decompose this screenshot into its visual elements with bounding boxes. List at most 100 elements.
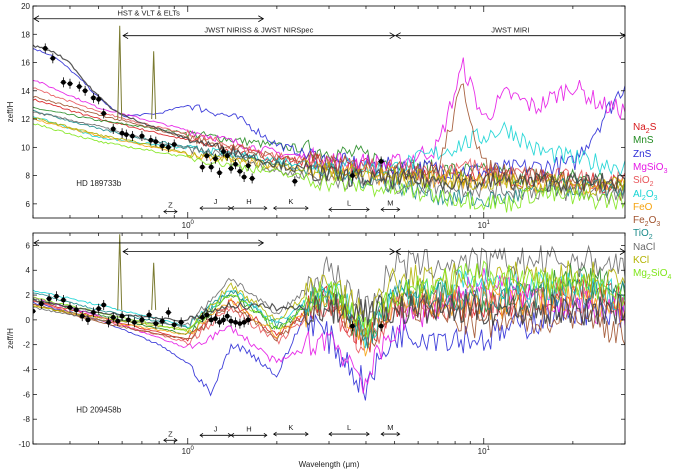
data-point	[241, 174, 247, 180]
data-point	[82, 88, 88, 94]
arrow-head-left	[394, 248, 401, 255]
data-point	[50, 55, 56, 61]
y-tick-label: 18	[21, 30, 30, 39]
band-label: K	[288, 197, 293, 206]
band-label: K	[288, 423, 293, 432]
data-point	[237, 321, 243, 327]
data-point	[221, 149, 226, 154]
x-tick-label: 101	[478, 220, 491, 230]
band-label: L	[347, 423, 351, 432]
series-line-MgSiO3	[33, 57, 625, 173]
arrow-head-right	[389, 32, 396, 40]
span-label: JWST NIRISS & JWST NIRSpec	[204, 26, 313, 35]
line-feature-1	[151, 262, 157, 310]
y-tick-label: 16	[21, 59, 30, 68]
span-label: HST & VLT & ELTs	[117, 9, 180, 18]
arrow-head-right	[258, 15, 265, 23]
y-tick-label: 0	[26, 316, 31, 325]
band-heads	[328, 207, 370, 212]
data-point	[221, 317, 226, 323]
series-line-Mg2SiO4	[33, 260, 625, 338]
data-point	[139, 317, 145, 323]
data-point	[148, 137, 154, 143]
data-point	[159, 318, 165, 324]
panel-0: HST & VLT & ELTs JWST NIRISS & JWST NIRSp…	[6, 2, 626, 230]
data-point	[79, 313, 85, 319]
line-feature-1	[151, 51, 157, 120]
legend-item: Na2S	[633, 122, 657, 135]
data-point	[228, 318, 234, 324]
data-point	[208, 164, 214, 170]
legend-item: Al2O3	[633, 188, 658, 202]
data-point	[249, 176, 255, 181]
arrow-head-left	[122, 248, 129, 255]
data-point	[46, 296, 52, 302]
y-tick-label: 14	[21, 87, 30, 96]
band-label: H	[246, 197, 251, 206]
y-tick-label: -6	[23, 390, 31, 399]
band-heads	[163, 437, 178, 443]
x-tick-label: 101	[478, 446, 491, 456]
y-tick-label: 2	[26, 291, 31, 300]
data-point	[292, 178, 298, 184]
data-point	[73, 307, 79, 313]
panel-label: HD 209458b	[76, 405, 121, 414]
arrow-head-right	[258, 239, 265, 247]
series-line-model	[33, 44, 625, 194]
y-tick-label: -4	[23, 366, 31, 375]
data-point	[54, 293, 59, 299]
legend-item: TiO2	[633, 228, 653, 242]
band-label: H	[246, 424, 251, 433]
data-point	[146, 312, 152, 318]
panel-1: Z J H K L M HD 209458b -10 -8 -6 -4 -2 0 2 4 6 100 101 zef…	[6, 232, 626, 469]
band-label: L	[347, 199, 351, 208]
legend-item: FeO	[633, 201, 653, 213]
data-point	[129, 133, 135, 139]
plot-area	[33, 25, 625, 213]
band-label: M	[387, 423, 393, 432]
x-tick-label: 100	[182, 220, 195, 230]
band-label: J	[214, 197, 218, 206]
band-label: M	[387, 199, 393, 208]
data-point	[245, 317, 251, 323]
y-tick-label: -8	[23, 415, 31, 424]
data-point	[110, 126, 116, 132]
arrow-head-left	[33, 239, 40, 247]
arrow-head-left	[33, 15, 40, 23]
data-point	[131, 319, 137, 325]
y-tick-label: 10	[21, 143, 30, 152]
data-point	[85, 317, 91, 323]
x-axis-label: Wavelength (μm)	[299, 460, 360, 469]
data-point	[67, 305, 73, 310]
data-point	[96, 306, 102, 312]
data-point	[159, 143, 165, 149]
band-heads	[380, 207, 401, 212]
data-point	[233, 161, 238, 167]
x-tick-label: 100	[182, 446, 195, 456]
data-point	[378, 323, 384, 329]
data-point	[125, 317, 131, 323]
band-heads	[328, 431, 370, 437]
data-point	[217, 319, 222, 325]
band-heads	[230, 433, 268, 438]
data-point	[33, 308, 36, 314]
data-point	[204, 312, 210, 318]
data-point	[178, 319, 184, 325]
arrow-head-left	[122, 32, 129, 40]
data-point	[165, 144, 171, 150]
data-point	[224, 313, 230, 319]
data-point	[119, 130, 125, 136]
data-point	[42, 46, 48, 51]
data-point	[245, 163, 251, 169]
legend-item: KCl	[633, 255, 650, 266]
data-point	[67, 81, 73, 87]
data-point	[139, 133, 145, 139]
data-point	[171, 322, 177, 328]
data-point	[237, 168, 243, 174]
data-point	[208, 317, 214, 323]
legend-item: MgSiO3	[633, 161, 668, 175]
series-line-Mg2SiO4	[33, 123, 625, 213]
line-feature-0	[117, 25, 123, 120]
data-point	[171, 142, 177, 147]
